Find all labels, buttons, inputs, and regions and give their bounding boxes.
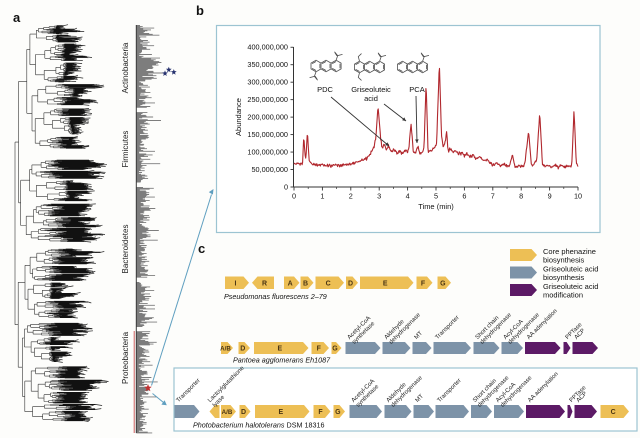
svg-text:F: F (421, 281, 426, 288)
svg-text:4: 4 (406, 192, 410, 201)
svg-text:Pseudomonas fluorescens 2–79: Pseudomonas fluorescens 2–79 (224, 292, 327, 301)
svg-text:50,000,000: 50,000,000 (251, 165, 288, 174)
svg-text:biosynthesis: biosynthesis (543, 256, 585, 265)
svg-text:Pantoea agglomerans Eh1087: Pantoea agglomerans Eh1087 (233, 356, 331, 365)
svg-text:Actinobacteria: Actinobacteria (121, 42, 130, 93)
svg-text:5: 5 (434, 192, 438, 201)
svg-text:150,000,000: 150,000,000 (247, 130, 288, 139)
svg-text:G: G (335, 409, 341, 416)
svg-text:b: b (196, 3, 204, 18)
svg-text:C: C (611, 409, 616, 416)
svg-text:a: a (13, 10, 21, 25)
svg-text:100,000,000: 100,000,000 (247, 148, 288, 157)
svg-text:Griseoluteic acid: Griseoluteic acid (543, 265, 598, 274)
svg-text:1: 1 (320, 192, 324, 201)
svg-text:MT: MT (415, 393, 426, 404)
svg-text:B: B (303, 281, 308, 288)
svg-text:biosynthesis: biosynthesis (543, 273, 585, 282)
svg-text:F: F (318, 409, 323, 416)
svg-text:G: G (332, 346, 338, 353)
svg-text:200,000,000: 200,000,000 (247, 113, 288, 122)
svg-text:A/B: A/B (220, 346, 231, 353)
svg-text:I: I (235, 281, 237, 288)
svg-text:0: 0 (284, 183, 288, 192)
svg-text:acid: acid (364, 94, 378, 103)
svg-text:Core phenazine: Core phenazine (543, 247, 596, 256)
svg-text:Transporter: Transporter (435, 315, 461, 341)
svg-text:Griseoluteic acid: Griseoluteic acid (543, 282, 598, 291)
svg-text:modification: modification (543, 291, 583, 300)
svg-text:350,000,000: 350,000,000 (247, 60, 288, 69)
svg-text:250,000,000: 250,000,000 (247, 95, 288, 104)
svg-text:2: 2 (349, 192, 353, 201)
svg-text:3: 3 (377, 192, 381, 201)
svg-text:c: c (198, 241, 205, 256)
svg-text:PCA: PCA (409, 85, 424, 94)
svg-text:A/B: A/B (222, 409, 233, 416)
svg-text:D: D (348, 281, 353, 288)
svg-text:C: C (326, 281, 331, 288)
svg-text:D: D (241, 409, 246, 416)
svg-text:Time (min): Time (min) (418, 202, 454, 211)
svg-text:PDC: PDC (317, 85, 333, 94)
svg-text:Firmicutes: Firmicutes (121, 131, 130, 168)
svg-text:8: 8 (519, 192, 523, 201)
svg-text:E: E (278, 409, 283, 416)
svg-text:6: 6 (462, 192, 466, 201)
svg-text:F: F (317, 346, 322, 353)
svg-text:0: 0 (292, 192, 296, 201)
svg-text:Proteobacteria: Proteobacteria (121, 331, 130, 384)
svg-text:7: 7 (491, 192, 495, 201)
svg-text:400,000,000: 400,000,000 (247, 43, 288, 52)
svg-text:A: A (288, 281, 293, 288)
svg-text:300,000,000: 300,000,000 (247, 78, 288, 87)
svg-text:10: 10 (574, 192, 582, 201)
svg-text:Photobacterium halotolerans DS: Photobacterium halotolerans DSM 18316 (193, 421, 324, 430)
svg-text:E: E (277, 346, 282, 353)
svg-text:Abundance: Abundance (234, 98, 243, 136)
svg-text:G: G (440, 281, 446, 288)
svg-text:Griseoluteic: Griseoluteic (351, 85, 391, 94)
svg-text:9: 9 (548, 192, 552, 201)
svg-text:MT: MT (414, 330, 425, 341)
svg-text:R: R (262, 281, 267, 288)
svg-text:D: D (240, 346, 245, 353)
svg-text:E: E (383, 281, 388, 288)
svg-text:Bacteroidetes: Bacteroidetes (121, 225, 130, 274)
